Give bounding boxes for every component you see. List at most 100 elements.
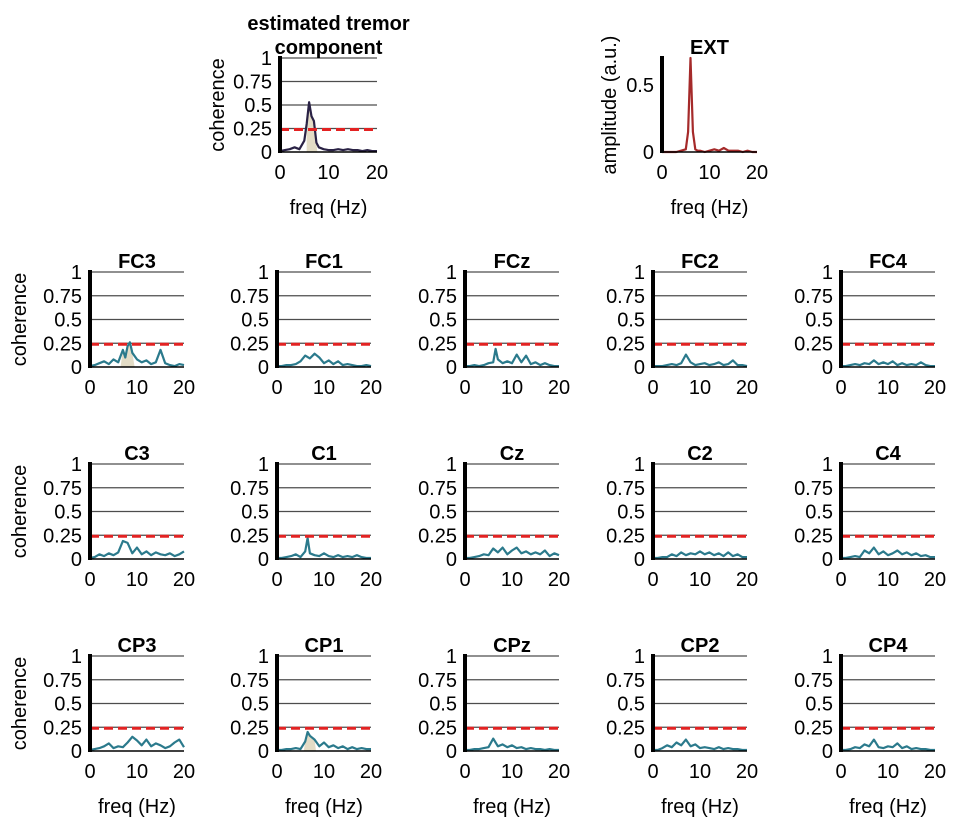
y-tick-label: 0.75 [418, 286, 457, 308]
subplot-title: FCz [494, 251, 531, 273]
y-tick-label: 0.75 [230, 478, 269, 500]
y-tick-label: 0.5 [617, 310, 645, 332]
y-tick-label: 0.5 [429, 694, 457, 716]
y-tick-label: 0.25 [230, 717, 269, 739]
series-line [841, 546, 935, 560]
y-tick-label: 0.25 [43, 525, 82, 547]
series-line [465, 347, 559, 368]
y-tick-label: 1 [261, 48, 272, 70]
y-tick-label: 0.75 [418, 670, 457, 692]
x-tick-label: 10 [317, 162, 339, 184]
x-tick-label: 10 [126, 761, 148, 783]
y-tick-label: 0 [258, 357, 269, 379]
y-tick-label: 0.5 [429, 310, 457, 332]
y-tick-label: 0.5 [805, 502, 833, 524]
subplot-ext: 0 0.5 0 10 20 EXT freq (Hz) amplitude (a.u.) [599, 36, 768, 219]
x-tick-label: 20 [548, 377, 570, 399]
x-tick-label: 10 [313, 761, 335, 783]
subplot-title: component [275, 37, 383, 59]
y-tick-label: 0.75 [230, 286, 269, 308]
subplot-title: FC2 [681, 251, 719, 273]
x-tick-label: 20 [366, 162, 388, 184]
x-tick-label: 10 [313, 377, 335, 399]
y-tick-label: 0.5 [54, 310, 82, 332]
y-tick-label: 0.75 [794, 286, 833, 308]
y-axis-label: coherence [9, 657, 31, 750]
y-tick-label: 1 [446, 646, 457, 668]
y-tick-label: 1 [634, 454, 645, 476]
y-tick-label: 0.75 [606, 670, 645, 692]
y-tick-label: 0.25 [230, 525, 269, 547]
y-tick-label: 1 [258, 454, 269, 476]
x-tick-label: 20 [548, 569, 570, 591]
y-tick-label: 0 [634, 741, 645, 763]
y-tick-label: 0 [822, 357, 833, 379]
y-tick-label: 0.25 [43, 717, 82, 739]
y-tick-label: 0.75 [43, 286, 82, 308]
x-axis-label: freq (Hz) [671, 197, 749, 219]
x-tick-label: 0 [835, 569, 846, 591]
subplot-title: CP2 [681, 635, 720, 657]
x-tick-label: 20 [173, 761, 195, 783]
y-axis-label: amplitude (a.u.) [599, 36, 621, 175]
y-tick-label: 0.25 [43, 333, 82, 355]
x-tick-label: 20 [924, 569, 946, 591]
y-tick-label: 0.75 [794, 478, 833, 500]
x-tick-label: 0 [656, 162, 667, 184]
y-tick-label: 0.75 [233, 72, 272, 94]
y-tick-label: 0.25 [794, 333, 833, 355]
series-line [465, 737, 559, 752]
y-tick-label: 0.25 [794, 717, 833, 739]
x-tick-label: 20 [746, 162, 768, 184]
x-tick-label: 20 [924, 761, 946, 783]
y-tick-label: 0 [822, 741, 833, 763]
y-tick-label: 0 [71, 357, 82, 379]
y-tick-label: 0.25 [606, 333, 645, 355]
y-axis-label: coherence [9, 465, 31, 558]
series-line [653, 353, 748, 368]
y-tick-label: 0 [446, 357, 457, 379]
x-tick-label: 10 [126, 377, 148, 399]
y-tick-label: 0 [822, 549, 833, 571]
x-tick-label: 10 [501, 377, 523, 399]
x-tick-label: 10 [877, 761, 899, 783]
series-line [89, 539, 185, 560]
y-tick-label: 0 [446, 549, 457, 571]
x-tick-label: 0 [84, 761, 95, 783]
y-tick-label: 0 [71, 549, 82, 571]
x-tick-label: 20 [360, 761, 382, 783]
subplot-title: estimated tremor [247, 13, 409, 35]
y-tick-label: 1 [822, 646, 833, 668]
y-tick-label: 1 [71, 262, 82, 284]
y-tick-label: 0.5 [241, 502, 269, 524]
series-line [662, 56, 757, 154]
y-tick-label: 0 [71, 741, 82, 763]
x-tick-label: 0 [835, 761, 846, 783]
y-tick-label: 0.25 [230, 333, 269, 355]
subplot-title: CP1 [305, 635, 344, 657]
x-tick-label: 10 [689, 377, 711, 399]
y-tick-label: 0.5 [241, 694, 269, 716]
subplot-title: C3 [124, 443, 150, 465]
y-tick-label: 0.5 [54, 502, 82, 524]
x-axis-label: freq (Hz) [849, 796, 927, 818]
x-tick-label: 0 [647, 569, 658, 591]
series-line [89, 341, 185, 368]
y-axis-label: coherence [207, 58, 229, 151]
y-tick-label: 0 [261, 142, 272, 164]
y-tick-label: 0.25 [418, 333, 457, 355]
series-line [653, 550, 747, 560]
y-tick-label: 1 [258, 646, 269, 668]
x-tick-label: 10 [689, 761, 711, 783]
y-tick-label: 1 [71, 646, 82, 668]
y-tick-label: 0.25 [606, 717, 645, 739]
